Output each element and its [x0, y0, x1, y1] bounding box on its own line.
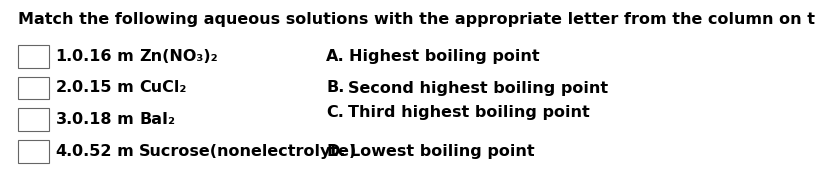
Text: Zn(NO₃)₂: Zn(NO₃)₂: [139, 49, 218, 64]
Text: Match the following aqueous solutions with the appropriate letter from the colum: Match the following aqueous solutions wi…: [18, 12, 815, 27]
Text: 2.: 2.: [55, 80, 73, 96]
Text: 0.16 m: 0.16 m: [72, 49, 139, 64]
Text: 1.: 1.: [55, 49, 73, 64]
FancyBboxPatch shape: [18, 108, 49, 131]
Text: 3.: 3.: [55, 112, 73, 127]
Text: 0.15 m: 0.15 m: [72, 80, 139, 96]
Text: 0.52 m: 0.52 m: [72, 144, 139, 159]
FancyBboxPatch shape: [18, 45, 49, 68]
Text: Lowest boiling point: Lowest boiling point: [350, 144, 534, 159]
Text: B.: B.: [326, 80, 345, 96]
Text: A.: A.: [326, 49, 345, 64]
FancyBboxPatch shape: [18, 140, 49, 163]
Text: Highest boiling point: Highest boiling point: [349, 49, 540, 64]
Text: BaI₂: BaI₂: [139, 112, 175, 127]
FancyBboxPatch shape: [18, 77, 49, 99]
Text: D.: D.: [326, 144, 346, 159]
Text: Second highest boiling point: Second highest boiling point: [349, 80, 609, 96]
Text: C.: C.: [326, 105, 344, 120]
Text: Third highest boiling point: Third highest boiling point: [348, 105, 590, 120]
Text: 4.: 4.: [55, 144, 73, 159]
Text: Sucrose(nonelectrolyte): Sucrose(nonelectrolyte): [139, 144, 357, 159]
Text: 0.18 m: 0.18 m: [72, 112, 139, 127]
Text: CuCl₂: CuCl₂: [139, 80, 187, 96]
